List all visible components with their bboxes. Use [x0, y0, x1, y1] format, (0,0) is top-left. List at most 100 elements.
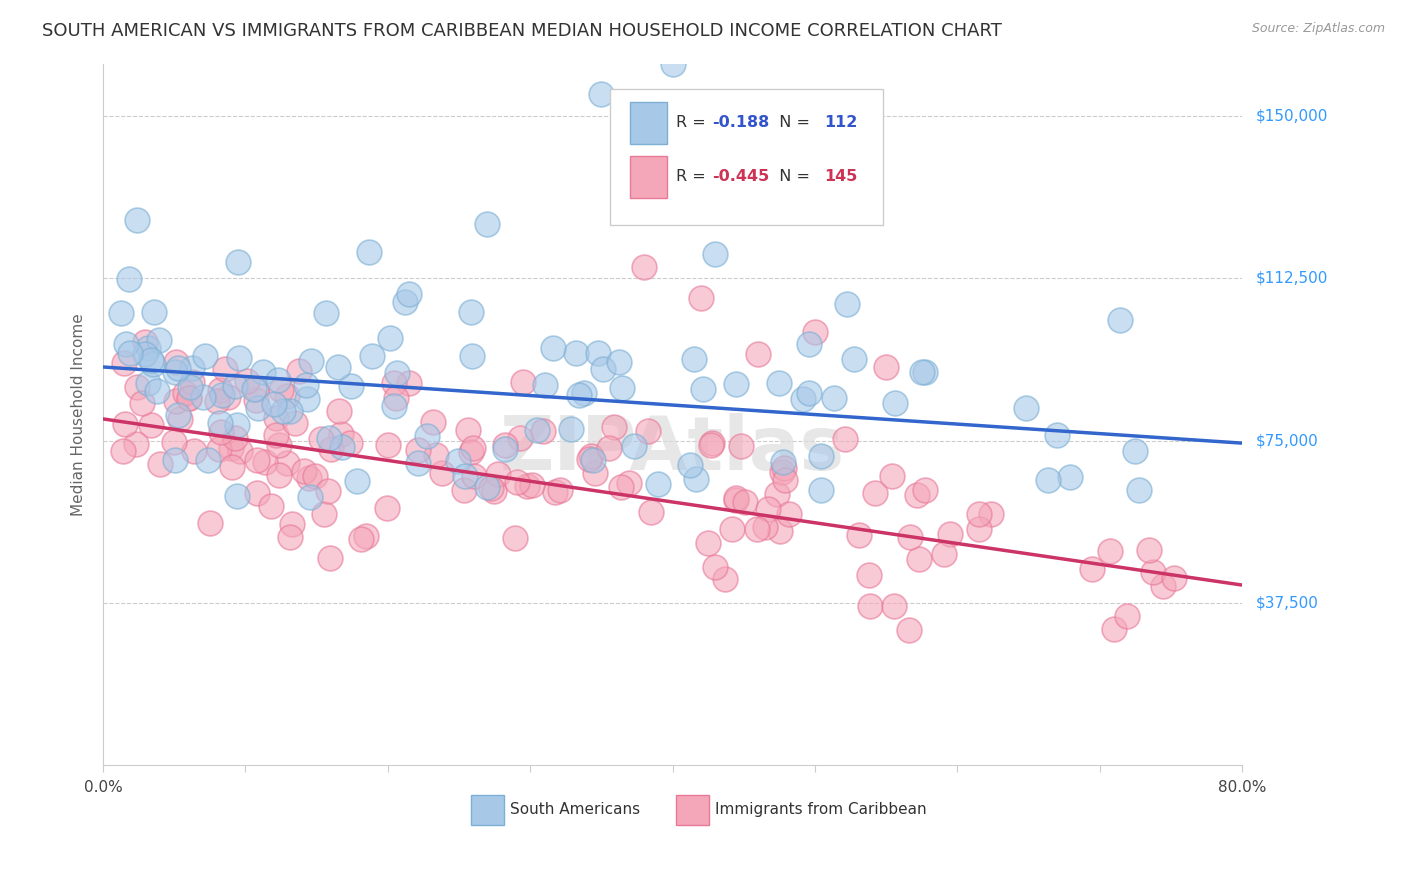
Point: [141, 352, 163, 367]
Point: [246, 486, 269, 500]
Point: [453, 469, 475, 483]
Point: [198, 516, 221, 530]
Point: [266, 410, 288, 425]
Point: [980, 507, 1002, 521]
Point: [503, 531, 526, 545]
Point: [609, 355, 631, 369]
Point: [288, 364, 311, 378]
Point: [842, 351, 865, 366]
Point: [246, 453, 269, 467]
Point: [1059, 470, 1081, 484]
Point: [380, 331, 402, 345]
Point: [142, 304, 165, 318]
Point: [823, 391, 845, 405]
Point: [217, 390, 239, 404]
Point: [131, 396, 153, 410]
Point: [905, 488, 928, 502]
Point: [120, 346, 142, 360]
Point: [475, 480, 498, 494]
Point: [882, 469, 904, 483]
Point: [112, 356, 135, 370]
Point: [797, 386, 820, 401]
Point: [486, 467, 509, 482]
Point: [264, 428, 287, 442]
Point: [326, 359, 349, 374]
Point: [385, 366, 408, 380]
Point: [271, 404, 294, 418]
Point: [875, 359, 897, 374]
Point: [837, 296, 859, 310]
Point: [526, 423, 548, 437]
Point: [543, 484, 565, 499]
Point: [914, 483, 936, 498]
Point: [734, 495, 756, 509]
Point: [883, 599, 905, 614]
Point: [304, 469, 326, 483]
Point: [398, 286, 420, 301]
Point: [340, 378, 363, 392]
Point: [1108, 313, 1130, 327]
FancyBboxPatch shape: [630, 103, 666, 144]
Point: [1125, 443, 1147, 458]
Point: [582, 452, 605, 467]
Point: [226, 254, 249, 268]
Point: [422, 416, 444, 430]
Point: [229, 443, 252, 458]
Point: [773, 474, 796, 488]
Point: [690, 291, 713, 305]
Text: South Americans: South Americans: [509, 803, 640, 817]
Point: [769, 524, 792, 538]
Point: [494, 442, 516, 456]
Point: [714, 572, 737, 586]
Point: [260, 499, 283, 513]
Text: Immigrants from Caribbean: Immigrants from Caribbean: [714, 803, 927, 817]
Point: [167, 361, 190, 376]
Point: [267, 467, 290, 482]
FancyBboxPatch shape: [676, 796, 709, 825]
Point: [169, 412, 191, 426]
Point: [224, 378, 246, 392]
Point: [460, 445, 482, 459]
Point: [398, 376, 420, 390]
Point: [298, 471, 321, 485]
Point: [181, 375, 204, 389]
Point: [810, 483, 832, 497]
Text: N =: N =: [769, 169, 815, 185]
Point: [270, 383, 292, 397]
Point: [165, 364, 187, 378]
Point: [647, 477, 669, 491]
Point: [724, 377, 747, 392]
Point: [633, 260, 655, 275]
Point: [321, 442, 343, 457]
Point: [637, 424, 659, 438]
FancyBboxPatch shape: [471, 796, 503, 825]
Point: [804, 326, 827, 340]
Point: [148, 333, 170, 347]
Point: [848, 528, 870, 542]
Point: [939, 526, 962, 541]
Text: -0.188: -0.188: [713, 115, 769, 130]
Point: [382, 399, 405, 413]
Point: [253, 455, 276, 469]
Point: [1098, 544, 1121, 558]
Point: [564, 346, 586, 360]
Point: [328, 404, 350, 418]
Point: [1081, 561, 1104, 575]
Point: [725, 493, 748, 508]
Point: [568, 387, 591, 401]
Point: [221, 459, 243, 474]
Point: [149, 457, 172, 471]
Point: [242, 382, 264, 396]
Point: [730, 439, 752, 453]
Point: [679, 458, 702, 473]
Point: [910, 365, 932, 379]
Point: [745, 522, 768, 536]
Point: [522, 478, 544, 492]
Point: [166, 408, 188, 422]
Point: [209, 383, 232, 397]
Text: SOUTH AMERICAN VS IMMIGRANTS FROM CARIBBEAN MEDIAN HOUSEHOLD INCOME CORRELATION : SOUTH AMERICAN VS IMMIGRANTS FROM CARIBB…: [42, 22, 1002, 40]
Point: [276, 388, 298, 402]
Point: [858, 567, 880, 582]
Point: [583, 466, 606, 480]
Point: [165, 453, 187, 467]
